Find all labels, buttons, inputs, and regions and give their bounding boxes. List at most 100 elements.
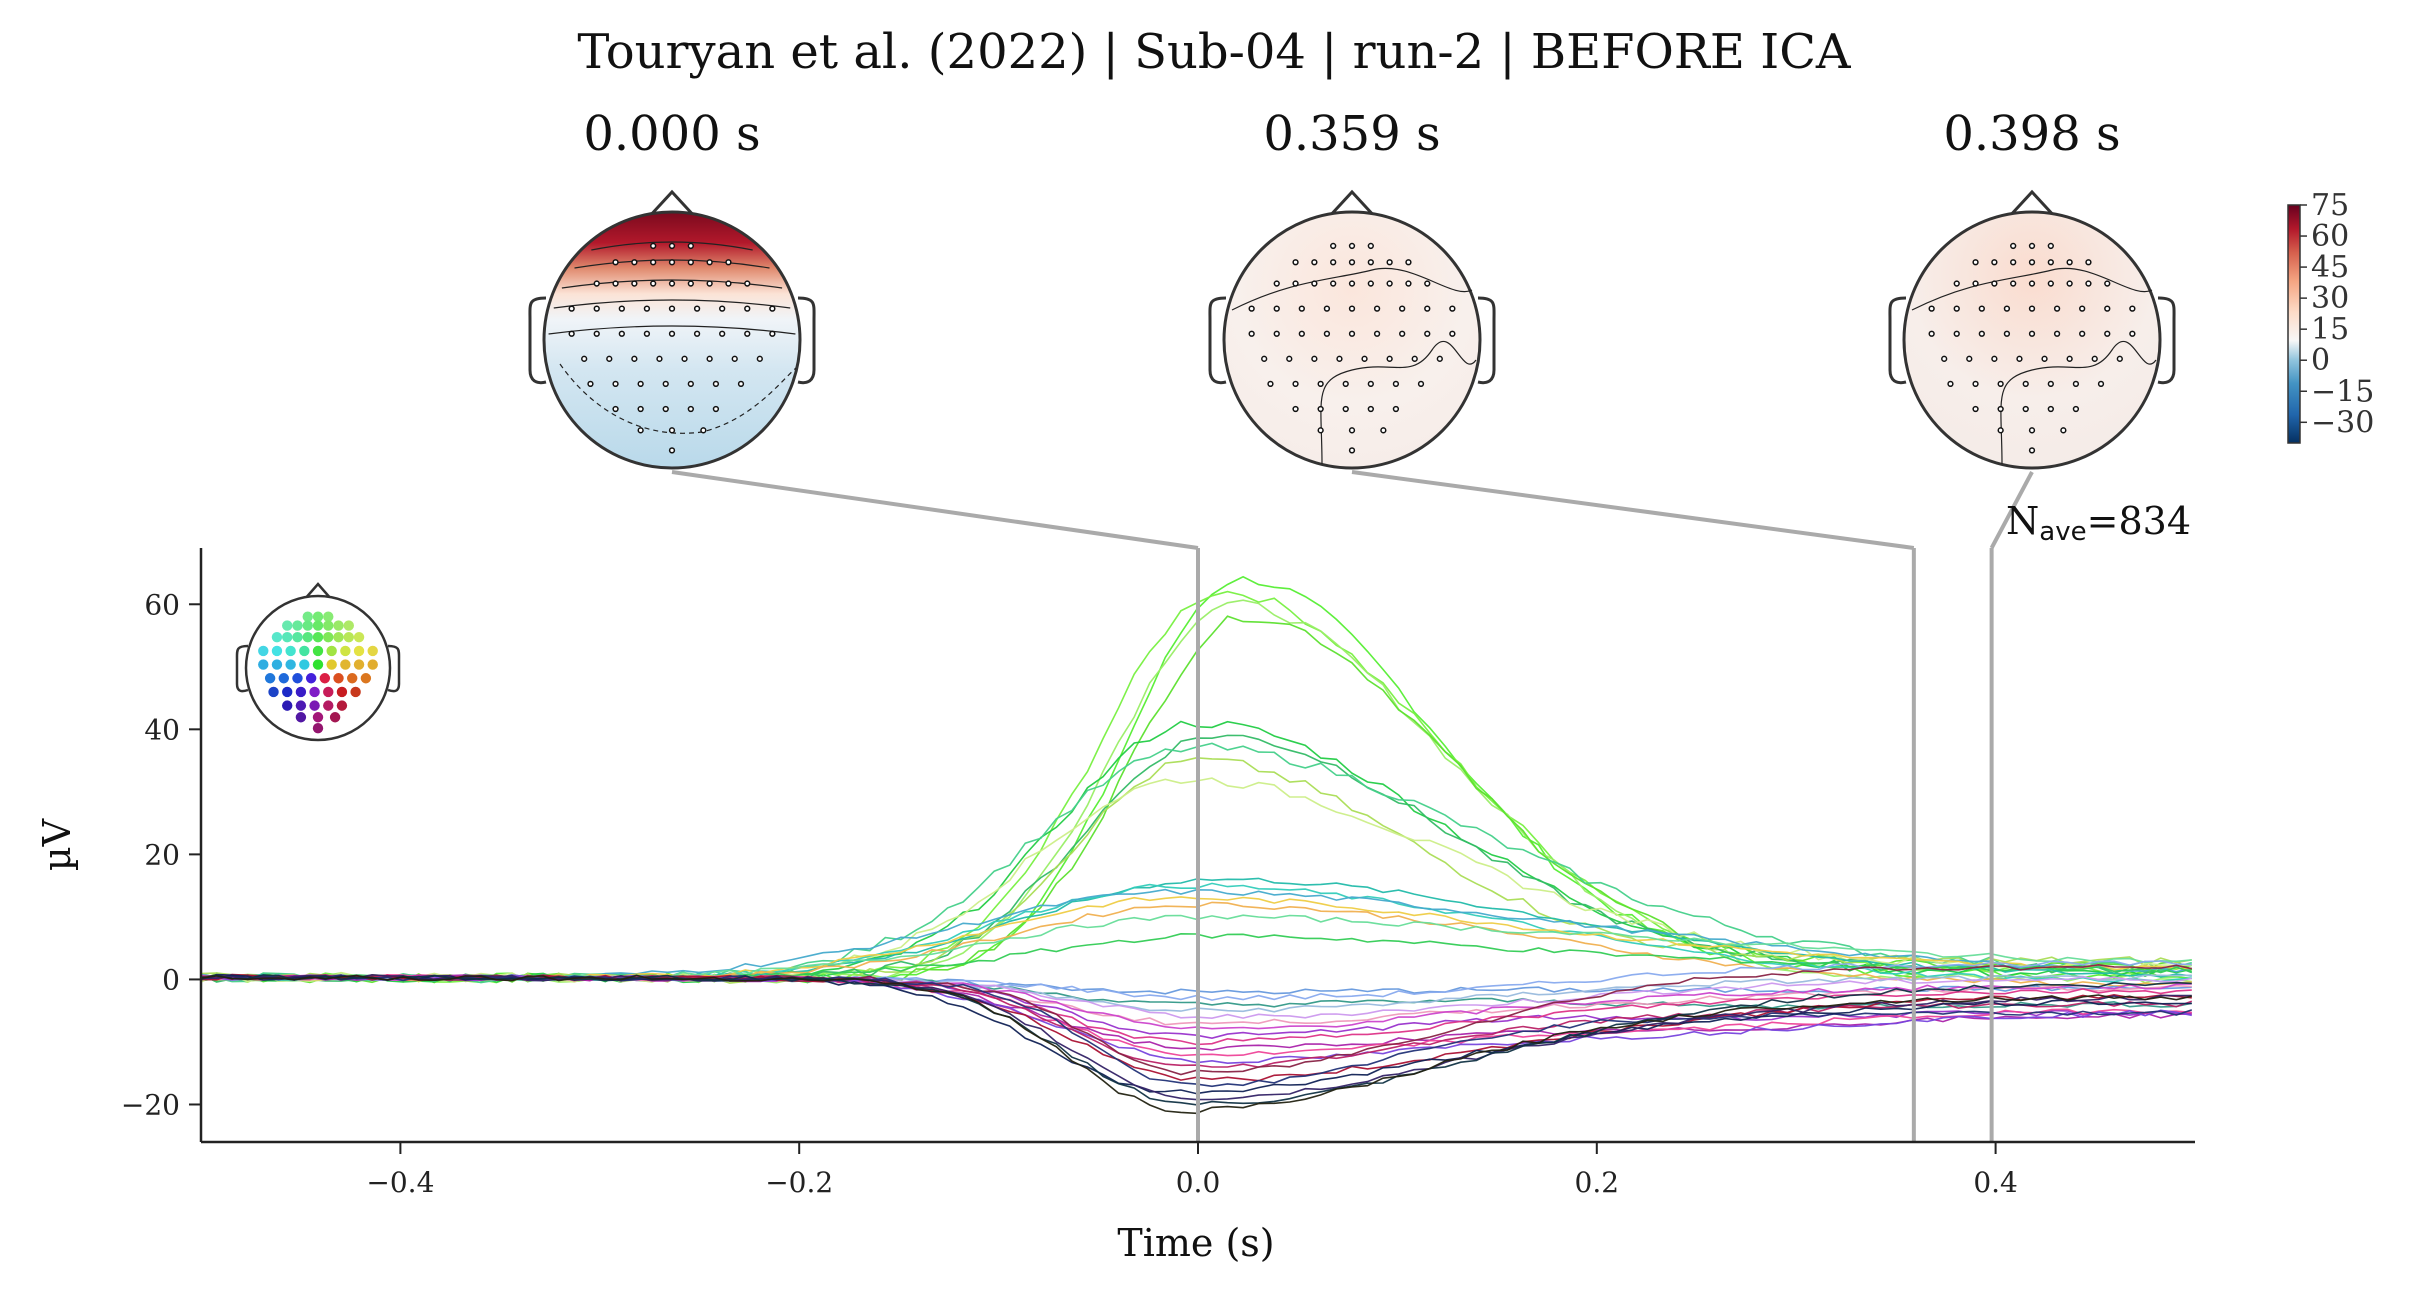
sensor-marker <box>1399 330 1406 337</box>
sensor-marker <box>681 355 688 362</box>
sensor-marker <box>668 242 676 250</box>
inset-sensor-dot <box>326 645 337 657</box>
x-tick-label: 0.2 <box>1575 1166 1620 1199</box>
sensor-marker <box>1248 305 1255 312</box>
sensor-marker <box>1953 280 1960 287</box>
inset-sensor-dot <box>271 632 283 643</box>
inset-sensor-dot <box>299 645 310 657</box>
sensor-marker <box>737 380 745 388</box>
sensor-marker <box>1380 427 1387 434</box>
contour-line <box>1320 341 1477 465</box>
topomap-3 <box>1888 189 2176 470</box>
sensor-marker <box>568 305 575 312</box>
sensor-marker <box>631 280 638 287</box>
sensor-marker <box>1997 427 2004 434</box>
sensor-marker <box>637 427 644 434</box>
inset-sensor-dot <box>312 645 324 657</box>
inset-left-ear <box>235 644 249 693</box>
sensor-marker <box>593 330 600 337</box>
sensor-marker <box>1997 405 2004 413</box>
head-outline <box>1222 210 1482 470</box>
sensor-marker <box>2010 242 2017 250</box>
sensor-marker <box>2028 447 2036 454</box>
head-outline <box>542 210 802 470</box>
sensor-marker <box>1392 380 1400 388</box>
sensor-marker <box>1292 280 1299 287</box>
sensor-marker <box>1367 380 1374 388</box>
sensor-marker <box>1323 330 1331 337</box>
sensor-marker <box>1348 447 1356 454</box>
sensor-marker <box>1323 305 1331 312</box>
sensor-marker <box>2016 355 2023 362</box>
sensor-marker <box>1273 280 1280 287</box>
x-tick-label: −0.2 <box>765 1166 833 1199</box>
inset-sensor-dot <box>309 700 320 711</box>
left-ear-shape <box>528 296 547 385</box>
sensor-marker <box>1342 380 1349 388</box>
sensor-marker <box>2079 305 2086 312</box>
head-outline <box>1902 210 2162 470</box>
sensor-marker <box>1273 330 1280 337</box>
sensor-marker <box>725 259 732 266</box>
sensor-marker <box>618 305 625 312</box>
sensor-marker <box>1449 330 1456 337</box>
sensor-marker <box>1342 405 1349 413</box>
sensor-marker <box>2104 280 2111 287</box>
sensor-marker <box>712 405 720 413</box>
sensor-marker <box>706 259 713 266</box>
sensor-marker <box>1928 305 1935 312</box>
inset-sensor-dot <box>312 722 324 734</box>
sensor-layout-inset <box>235 582 401 742</box>
inset-sensor-dot <box>312 632 324 643</box>
inset-sensor-dot <box>350 686 361 698</box>
inset-sensor-dot <box>323 620 334 631</box>
inset-sensor-dot <box>367 645 378 657</box>
sensor-marker <box>2047 380 2054 388</box>
sensor-marker <box>1292 380 1299 388</box>
sensor-marker <box>1267 380 1274 388</box>
sensor-marker <box>2116 355 2123 362</box>
sensor-marker <box>1373 305 1381 312</box>
topomap-title-1: 0.000 s <box>583 106 760 162</box>
inset-sensor-dot <box>336 700 348 711</box>
sensor-marker <box>631 355 638 362</box>
colorbar-tick-label: −30 <box>2311 405 2374 440</box>
sensor-marker <box>2085 259 2092 266</box>
sensor-marker <box>687 380 694 388</box>
inset-sensor-dot <box>285 659 296 670</box>
sensor-marker <box>668 305 676 312</box>
inset-sensor-dot <box>312 659 324 670</box>
sensor-marker <box>1248 330 1255 337</box>
sensor-marker <box>2060 427 2067 434</box>
sensor-marker <box>1292 405 1299 413</box>
left-ear-shape <box>1208 296 1227 385</box>
sensor-marker <box>744 330 751 337</box>
inset-sensor-dot <box>292 632 303 643</box>
inset-sensor-dot <box>312 712 324 723</box>
inset-sensor-dot <box>353 632 365 643</box>
inset-sensor-dot <box>295 686 307 698</box>
sensor-marker <box>2072 405 2080 413</box>
sensor-marker <box>2028 330 2036 337</box>
sensor-marker <box>744 280 751 287</box>
topomaps <box>528 189 2176 470</box>
sensor-marker <box>1273 305 1280 312</box>
sensor-marker <box>2053 330 2061 337</box>
connector-line <box>1989 471 2034 549</box>
sensor-marker <box>1386 280 1393 287</box>
sensor-marker <box>687 242 694 250</box>
sensor-marker <box>1330 259 1337 266</box>
inset-sensor-dot <box>323 632 334 643</box>
contour-line <box>561 279 783 289</box>
sensor-marker <box>662 405 669 413</box>
inset-sensor-dot <box>360 673 372 684</box>
sensor-marker <box>1424 330 1431 337</box>
sensor-marker <box>719 305 726 312</box>
sensor-marker <box>2079 330 2086 337</box>
nose-shape <box>2006 189 2058 220</box>
sensor-marker <box>744 305 751 312</box>
inset-sensor-dot <box>299 659 310 670</box>
inset-sensor-dot <box>292 620 303 631</box>
inset-sensor-dot <box>323 611 334 622</box>
